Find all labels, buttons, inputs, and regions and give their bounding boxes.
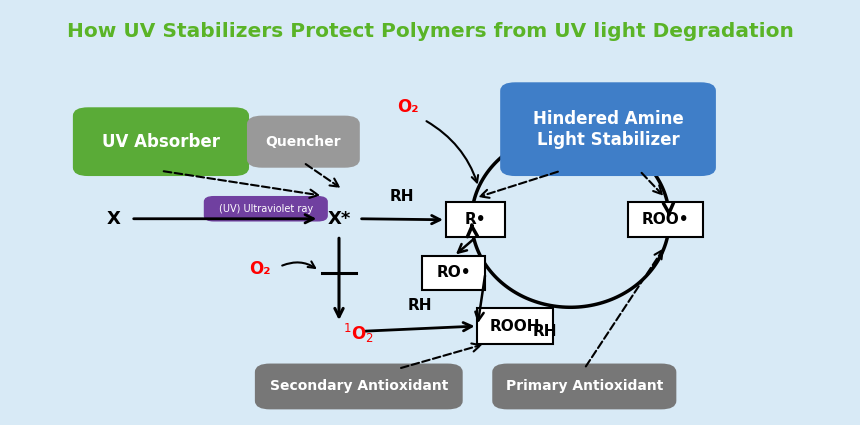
Text: RH: RH — [390, 190, 415, 204]
Text: Hindered Amine
Light Stabilizer: Hindered Amine Light Stabilizer — [532, 110, 684, 149]
Text: Secondary Antioxidant: Secondary Antioxidant — [269, 380, 448, 394]
FancyBboxPatch shape — [205, 197, 327, 221]
Text: ROO•: ROO• — [642, 212, 689, 227]
Text: X*: X* — [328, 210, 351, 228]
Text: $^1$O$_2$: $^1$O$_2$ — [343, 322, 373, 345]
Text: How UV Stabilizers Protect Polymers from UV light Degradation: How UV Stabilizers Protect Polymers from… — [66, 22, 794, 41]
Text: UV Absorber: UV Absorber — [102, 133, 220, 151]
FancyBboxPatch shape — [74, 108, 248, 175]
Text: Quencher: Quencher — [266, 135, 341, 149]
Bar — [445, 202, 505, 238]
Text: R•: R• — [464, 212, 486, 227]
Text: (UV) Ultraviolet ray: (UV) Ultraviolet ray — [218, 204, 313, 214]
Bar — [477, 308, 553, 344]
Text: RH: RH — [532, 324, 557, 339]
FancyBboxPatch shape — [494, 365, 675, 408]
Bar — [628, 202, 703, 238]
Text: Primary Antioxidant: Primary Antioxidant — [506, 380, 663, 394]
Text: RO•: RO• — [436, 266, 471, 280]
FancyBboxPatch shape — [248, 117, 359, 167]
Text: RH: RH — [408, 298, 433, 313]
Text: O₂: O₂ — [397, 98, 419, 116]
FancyBboxPatch shape — [256, 365, 462, 408]
Bar — [422, 256, 485, 289]
Text: ROOH: ROOH — [490, 319, 540, 334]
Text: O₂: O₂ — [249, 260, 271, 278]
Text: X: X — [107, 210, 120, 228]
FancyBboxPatch shape — [501, 83, 715, 175]
